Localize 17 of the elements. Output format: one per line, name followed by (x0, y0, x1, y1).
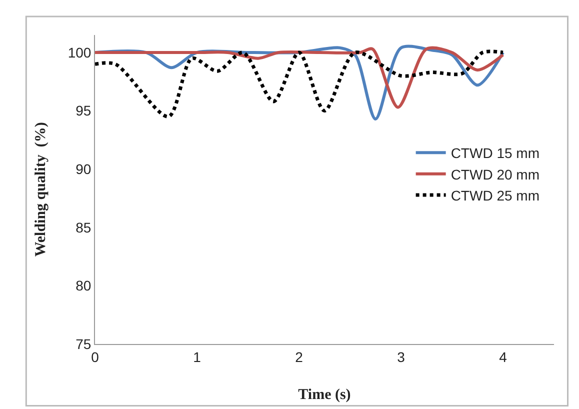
y-tick-label: 95 (76, 102, 92, 119)
y-axis-title: Welding quality (%) (33, 122, 50, 257)
y-tick-label: 80 (76, 278, 92, 294)
legend-label: CTWD 15 mm (450, 145, 540, 162)
y-tick-label: 85 (76, 219, 92, 236)
y-tick-label: 90 (76, 160, 92, 177)
x-tick-label: 1 (193, 348, 202, 365)
legend-label: CTWD 25 mm (450, 188, 540, 204)
y-tick-label: 100 (68, 44, 92, 60)
x-axis-title: Time (s) (298, 387, 351, 403)
x-tick-label: 2 (295, 348, 304, 365)
x-tick-label: 4 (499, 348, 508, 365)
legend-label: CTWD 20 mm (450, 166, 540, 182)
x-tick-label: 0 (91, 348, 100, 365)
y-tick-label: 75 (76, 336, 92, 352)
x-tick-label: 3 (397, 348, 406, 365)
line-series (95, 46, 504, 109)
